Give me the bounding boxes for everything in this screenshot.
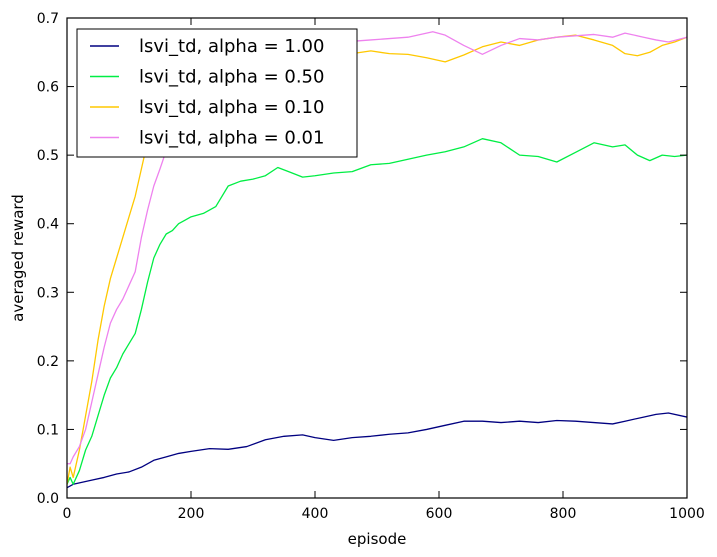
- x-tick-label: 800: [550, 506, 577, 522]
- y-tick-label: 0.0: [37, 491, 59, 507]
- plot-frame: [66, 17, 688, 499]
- series-line-2: [67, 138, 687, 485]
- ticks-layer: 0 200 400 600 800 1000 0.0 0.1 0.2 0.3 0.4 0.5 0.6 0.…: [37, 11, 705, 522]
- y-tick-label: 0.3: [37, 285, 59, 301]
- x-tick-label: 1000: [669, 506, 705, 522]
- y-tick-label: 0.5: [37, 148, 59, 164]
- legend: lsvi_td, alpha = 1.00 lsvi_td, alpha = 0.…: [76, 28, 358, 158]
- y-tick-label: 0.2: [37, 354, 59, 370]
- x-tick-label: 200: [178, 506, 205, 522]
- y-tick-label: 0.1: [37, 422, 59, 438]
- y-axis-label: averaged reward: [9, 194, 27, 322]
- y-tick-label: 0.4: [37, 217, 59, 233]
- x-tick-label: 600: [426, 506, 453, 522]
- y-tick-label: 0.6: [37, 80, 59, 96]
- legend-label: lsvi_td, alpha = 0.01: [139, 128, 324, 149]
- y-tick-label: 0.7: [37, 11, 59, 27]
- x-tick-label: 0: [63, 506, 72, 522]
- legend-label: lsvi_td, alpha = 1.00: [139, 36, 324, 57]
- legend-box: [76, 28, 358, 158]
- x-tick-label: 400: [302, 506, 329, 522]
- legend-label: lsvi_td, alpha = 0.50: [139, 67, 324, 88]
- series-line-1: [67, 412, 687, 489]
- x-axis-label: episode: [348, 530, 407, 548]
- legend-label: lsvi_td, alpha = 0.10: [139, 97, 324, 118]
